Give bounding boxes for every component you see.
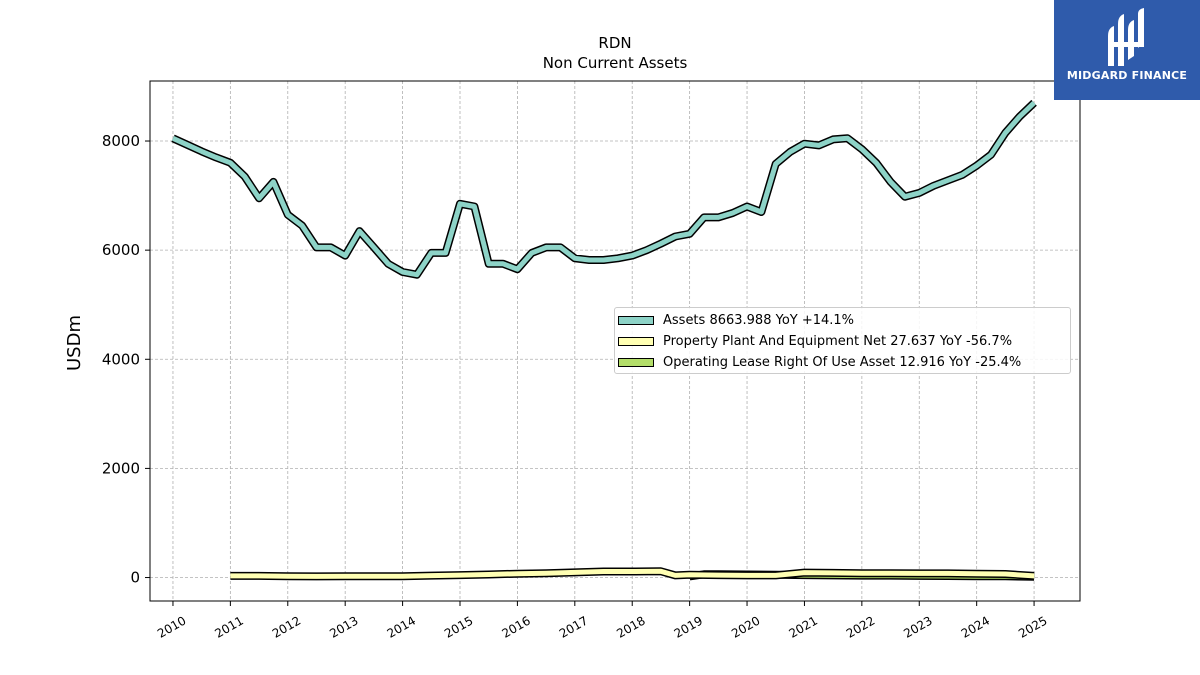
legend-item-lease: Operating Lease Right Of Use Asset 12.91…	[615, 353, 1021, 371]
legend: Assets 8663.988 YoY +14.1% Property Plan…	[614, 307, 1071, 374]
y-tick-label: 2000	[102, 459, 140, 477]
y-tick-label: 8000	[102, 132, 140, 150]
x-tick-label: 2022	[844, 613, 877, 640]
legend-swatch-ppe	[618, 336, 654, 346]
x-tick-label: 2014	[385, 613, 418, 640]
ticks: 0 2000 4000 6000 8000 2010 2011 2012 2013 2014 201…	[102, 132, 1050, 641]
y-tick-label: 0	[130, 569, 140, 587]
x-tick-label: 2013	[327, 613, 360, 640]
legend-item-ppe: Property Plant And Equipment Net 27.637 …	[615, 332, 1012, 350]
chart-title: RDN	[598, 34, 631, 52]
x-tick-label: 2017	[557, 613, 590, 640]
x-tick-label: 2023	[901, 613, 934, 640]
legend-label-ppe: Property Plant And Equipment Net 27.637 …	[663, 333, 1013, 349]
x-tick-label: 2018	[614, 613, 647, 640]
x-tick-label: 2011	[212, 613, 245, 640]
x-tick-label: 2021	[786, 613, 819, 640]
x-tick-label: 2019	[672, 613, 705, 640]
legend-item-assets: Assets 8663.988 YoY +14.1%	[615, 311, 854, 329]
legend-label-assets: Assets 8663.988 YoY +14.1%	[663, 312, 855, 328]
legend-swatch-lease	[618, 357, 654, 367]
series-line-ppe	[230, 568, 1035, 579]
brand-logo: MIDGARD FINANCE	[1054, 0, 1200, 100]
y-tick-label: 6000	[102, 241, 140, 259]
x-tick-label: 2024	[959, 613, 992, 640]
series-layer	[171, 99, 1037, 581]
legend-label-lease: Operating Lease Right Of Use Asset 12.91…	[663, 354, 1022, 370]
x-tick-label: 2020	[729, 613, 762, 640]
y-axis-label: USDm	[64, 315, 85, 371]
series-line-assets-outline	[171, 99, 1037, 279]
chart-subtitle: Non Current Assets	[543, 54, 688, 72]
x-tick-label: 2025	[1016, 613, 1049, 640]
axes-frame	[149, 80, 1081, 602]
series-line-assets	[171, 100, 1036, 278]
x-tick-label: 2016	[499, 613, 532, 640]
x-tick-label: 2010	[155, 613, 188, 640]
x-tick-label: 2015	[442, 613, 475, 640]
brand-name: MIDGARD FINANCE	[1066, 69, 1188, 82]
legend-swatch-assets	[618, 315, 654, 325]
midgard-logo-icon	[1108, 8, 1144, 66]
x-tick-label: 2012	[270, 613, 303, 640]
y-tick-label: 4000	[102, 350, 140, 368]
